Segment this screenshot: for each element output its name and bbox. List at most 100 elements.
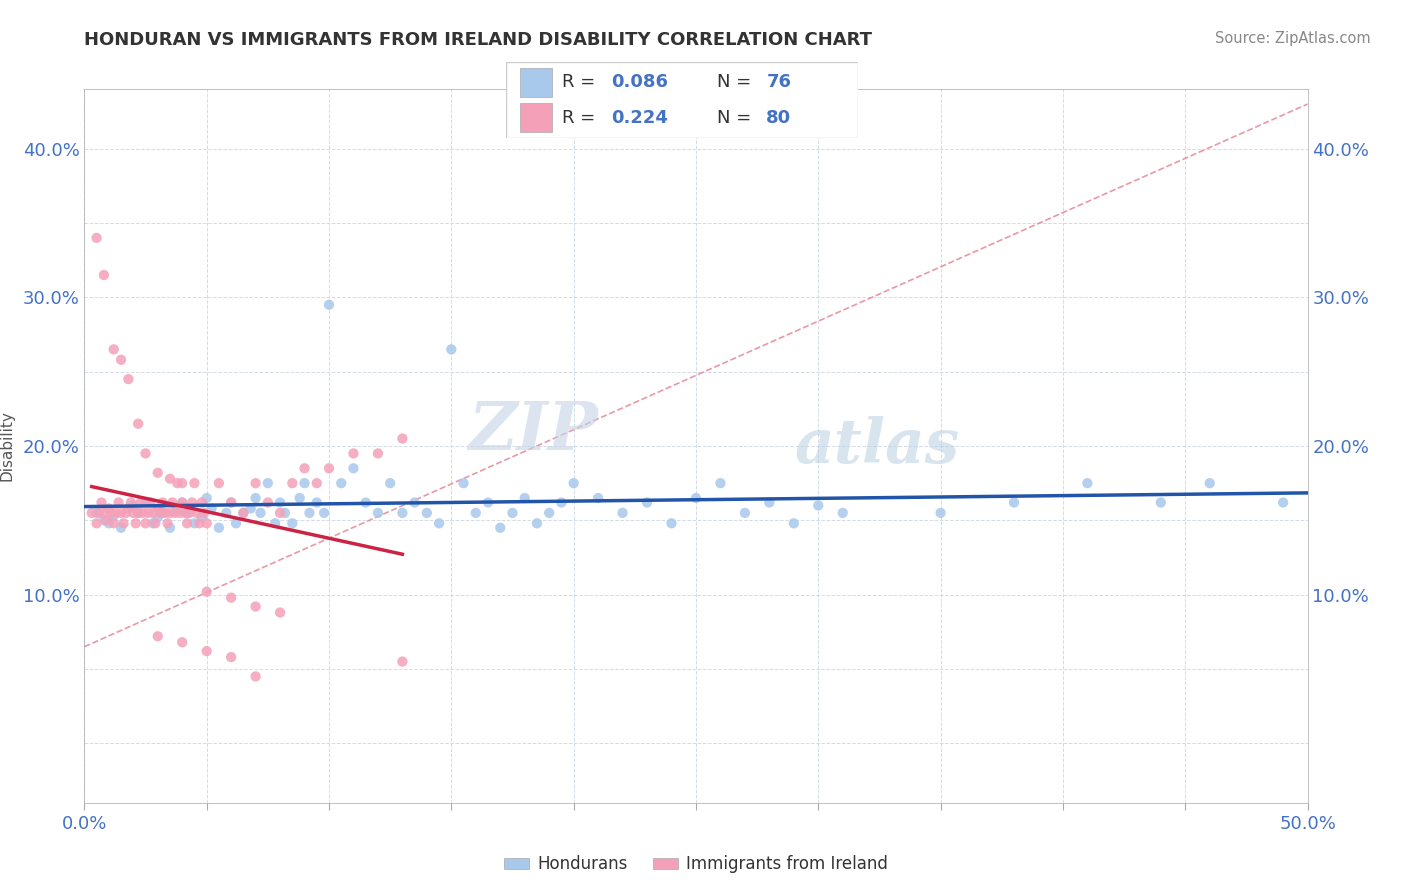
- Y-axis label: Disability: Disability: [0, 410, 14, 482]
- Point: [734, 506, 756, 520]
- Text: N =: N =: [717, 109, 756, 127]
- Point: [110, 352, 132, 367]
- Point: [191, 495, 214, 509]
- Point: [169, 506, 191, 520]
- Point: [172, 635, 194, 649]
- Text: 0.086: 0.086: [612, 73, 669, 91]
- Point: [97, 501, 120, 516]
- Point: [86, 231, 108, 245]
- Point: [453, 476, 475, 491]
- Point: [342, 461, 364, 475]
- Text: 80: 80: [766, 109, 792, 127]
- Point: [152, 495, 174, 509]
- Point: [142, 516, 165, 531]
- Point: [391, 506, 413, 520]
- Text: 76: 76: [766, 73, 792, 91]
- Point: [225, 516, 247, 531]
- Point: [538, 506, 561, 520]
- Point: [298, 506, 321, 520]
- Point: [274, 506, 297, 520]
- Point: [129, 495, 152, 509]
- Point: [314, 506, 336, 520]
- Point: [239, 501, 262, 516]
- Point: [232, 506, 254, 520]
- Point: [257, 476, 280, 491]
- Point: [115, 506, 138, 520]
- Point: [122, 499, 145, 513]
- Point: [783, 516, 806, 531]
- Point: [219, 495, 242, 509]
- Text: ZIP: ZIP: [468, 400, 598, 464]
- Point: [135, 516, 157, 531]
- Point: [929, 506, 952, 520]
- Point: [208, 521, 231, 535]
- Point: [1076, 476, 1098, 491]
- Point: [90, 495, 112, 509]
- Point: [685, 491, 707, 505]
- Point: [173, 506, 195, 520]
- Point: [416, 506, 439, 520]
- Point: [159, 472, 181, 486]
- Point: [661, 516, 683, 531]
- Point: [195, 644, 218, 658]
- Point: [200, 501, 222, 516]
- Point: [586, 491, 609, 505]
- Point: [135, 446, 157, 460]
- Point: [288, 491, 311, 505]
- Point: [464, 506, 486, 520]
- Point: [831, 506, 853, 520]
- Point: [404, 495, 426, 509]
- Point: [125, 516, 148, 531]
- Text: Source: ZipAtlas.com: Source: ZipAtlas.com: [1215, 31, 1371, 46]
- Point: [135, 495, 157, 509]
- Point: [188, 516, 211, 531]
- Point: [281, 516, 304, 531]
- Point: [149, 506, 172, 520]
- Point: [93, 268, 115, 282]
- Point: [709, 476, 731, 491]
- Point: [146, 510, 169, 524]
- Point: [103, 516, 125, 531]
- Point: [391, 432, 413, 446]
- Point: [172, 495, 194, 509]
- Point: [391, 655, 413, 669]
- Point: [103, 343, 125, 357]
- Point: [186, 506, 208, 520]
- Point: [195, 584, 218, 599]
- Point: [93, 506, 115, 520]
- Text: R =: R =: [562, 73, 602, 91]
- Point: [136, 506, 159, 520]
- Point: [245, 491, 267, 505]
- Point: [159, 506, 181, 520]
- Point: [354, 495, 377, 509]
- Point: [172, 476, 194, 491]
- Point: [117, 372, 139, 386]
- Point: [219, 591, 242, 605]
- Point: [245, 599, 267, 614]
- Point: [219, 650, 242, 665]
- Point: [127, 417, 149, 431]
- Point: [318, 461, 340, 475]
- FancyBboxPatch shape: [506, 62, 858, 138]
- Point: [513, 491, 536, 505]
- Point: [122, 506, 145, 520]
- Point: [477, 495, 499, 509]
- Point: [86, 506, 108, 520]
- Point: [245, 476, 267, 491]
- FancyBboxPatch shape: [520, 68, 551, 96]
- Point: [195, 491, 218, 505]
- Point: [96, 513, 118, 527]
- Point: [87, 506, 110, 520]
- Point: [159, 521, 181, 535]
- Point: [281, 476, 304, 491]
- Point: [146, 466, 169, 480]
- Point: [146, 501, 169, 516]
- Point: [193, 506, 215, 520]
- Point: [758, 495, 780, 509]
- Point: [489, 521, 512, 535]
- Point: [183, 476, 205, 491]
- Point: [156, 516, 179, 531]
- Point: [110, 506, 132, 520]
- Point: [612, 506, 634, 520]
- Point: [172, 495, 194, 509]
